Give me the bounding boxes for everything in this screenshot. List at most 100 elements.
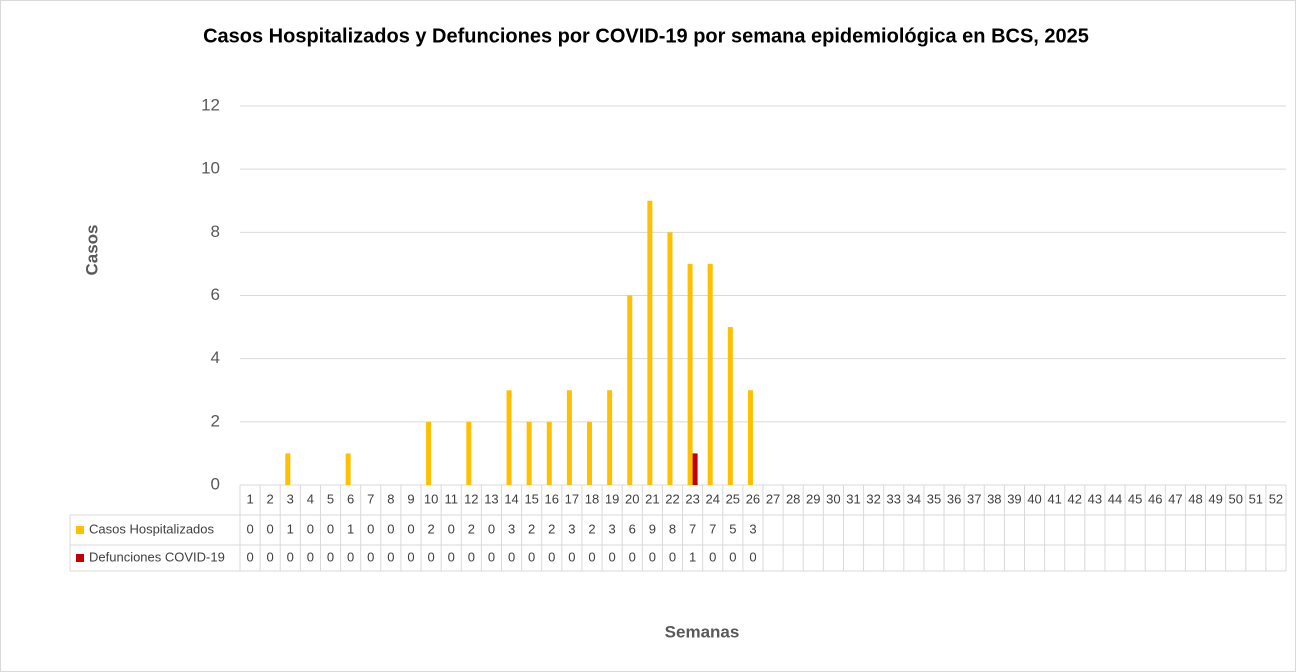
bar	[727, 327, 733, 485]
x-tick-label: 12	[464, 491, 478, 506]
y-tick-label: 12	[201, 95, 220, 114]
x-tick-label: 14	[504, 491, 518, 506]
bar	[546, 421, 552, 485]
table-value: 0	[649, 549, 656, 564]
bar	[687, 263, 693, 485]
x-tick-label: 44	[1108, 491, 1122, 506]
x-tick-label: 47	[1168, 491, 1182, 506]
table-value: 0	[407, 521, 414, 536]
y-tick-label: 2	[211, 411, 220, 430]
x-tick-label: 22	[665, 491, 679, 506]
y-tick-label: 8	[211, 222, 220, 241]
table-value: 1	[689, 549, 696, 564]
bar	[747, 390, 753, 485]
x-tick-label: 25	[726, 491, 740, 506]
table-value: 2	[588, 521, 595, 536]
bar	[647, 200, 653, 485]
x-tick-label: 18	[585, 491, 599, 506]
x-tick-label: 42	[1068, 491, 1082, 506]
x-tick-label: 52	[1269, 491, 1283, 506]
table-value: 8	[669, 521, 676, 536]
bar	[466, 421, 472, 485]
x-tick-label: 46	[1148, 491, 1162, 506]
bar	[566, 390, 572, 485]
x-tick-label: 31	[846, 491, 860, 506]
table-value: 2	[528, 521, 535, 536]
table-value: 0	[629, 549, 636, 564]
x-tick-label: 10	[424, 491, 438, 506]
table-value: 0	[548, 549, 555, 564]
x-tick-label: 36	[947, 491, 961, 506]
x-tick-label: 32	[866, 491, 880, 506]
x-tick-label: 4	[307, 491, 314, 506]
x-tick-label: 29	[806, 491, 820, 506]
table-value: 0	[287, 549, 294, 564]
table-value: 0	[246, 549, 253, 564]
x-axis-label: Semanas	[665, 622, 740, 641]
table-value: 9	[649, 521, 656, 536]
y-tick-label: 6	[211, 285, 220, 304]
bar	[506, 390, 512, 485]
table-value: 0	[367, 521, 374, 536]
table-value: 0	[307, 521, 314, 536]
table-value: 3	[609, 521, 616, 536]
table-value: 3	[568, 521, 575, 536]
table-value: 0	[488, 549, 495, 564]
table-value: 2	[468, 521, 475, 536]
table-value: 0	[387, 521, 394, 536]
bar	[707, 263, 713, 485]
x-tick-label: 33	[887, 491, 901, 506]
table-value: 0	[468, 549, 475, 564]
table-value: 0	[488, 521, 495, 536]
table-value: 6	[629, 521, 636, 536]
bar	[345, 453, 351, 485]
table-value: 0	[448, 521, 455, 536]
bar	[627, 295, 633, 485]
table-value: 7	[689, 521, 696, 536]
bar	[285, 453, 291, 485]
table-value: 1	[347, 521, 354, 536]
x-tick-label: 30	[826, 491, 840, 506]
x-tick-label: 26	[746, 491, 760, 506]
legend-key	[76, 526, 84, 534]
table-value: 0	[508, 549, 515, 564]
x-tick-label: 13	[484, 491, 498, 506]
x-tick-label: 43	[1088, 491, 1102, 506]
y-axis-label: Casos	[82, 224, 101, 275]
x-tick-label: 17	[565, 491, 579, 506]
table-value: 0	[267, 549, 274, 564]
table-value: 0	[367, 549, 374, 564]
x-tick-label: 51	[1249, 491, 1263, 506]
table-value: 0	[267, 521, 274, 536]
x-tick-label: 16	[545, 491, 559, 506]
table-value: 2	[427, 521, 434, 536]
x-tick-label: 24	[705, 491, 719, 506]
legend-key	[76, 554, 84, 562]
table-value: 0	[347, 549, 354, 564]
x-tick-label: 5	[327, 491, 334, 506]
table-value: 0	[407, 549, 414, 564]
table-value: 1	[287, 521, 294, 536]
bar	[607, 390, 613, 485]
y-tick-label: 4	[211, 348, 220, 367]
x-tick-label: 34	[907, 491, 921, 506]
x-tick-label: 6	[347, 491, 354, 506]
y-tick-label: 0	[211, 474, 220, 493]
bar	[426, 421, 432, 485]
table-value: 0	[528, 549, 535, 564]
table-value: 0	[669, 549, 676, 564]
bar	[587, 421, 593, 485]
x-tick-label: 8	[387, 491, 394, 506]
x-tick-label: 21	[645, 491, 659, 506]
table-value: 0	[588, 549, 595, 564]
x-tick-label: 15	[524, 491, 538, 506]
bar	[526, 421, 532, 485]
x-tick-label: 37	[967, 491, 981, 506]
x-tick-label: 50	[1228, 491, 1242, 506]
x-tick-label: 19	[605, 491, 619, 506]
bar	[667, 232, 673, 485]
table-value: 2	[548, 521, 555, 536]
table-value: 5	[729, 521, 736, 536]
table-value: 0	[729, 549, 736, 564]
